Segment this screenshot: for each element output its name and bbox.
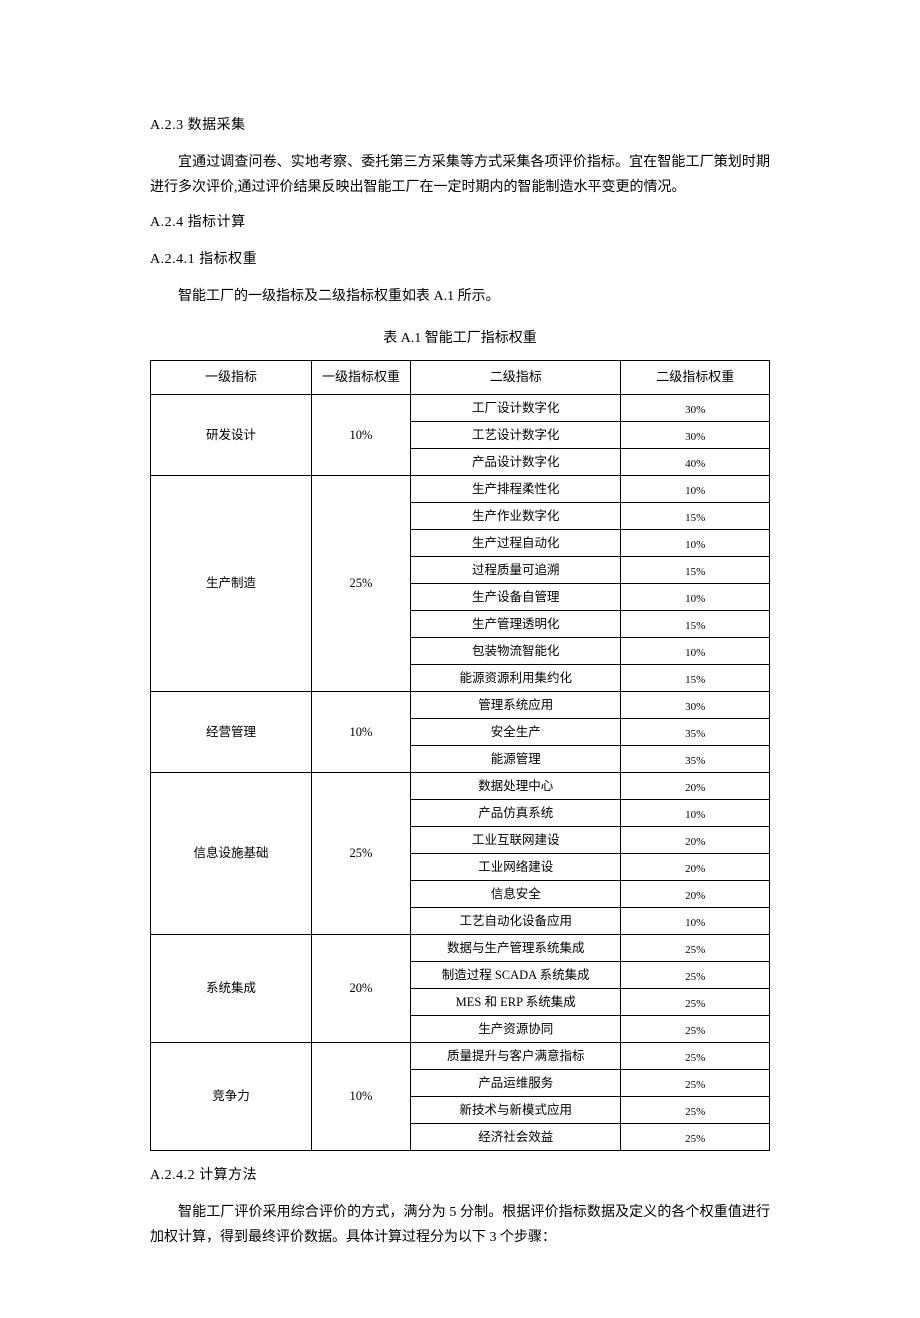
cell-level2-weight: 10% xyxy=(621,583,770,610)
heading-a24: A.2.4 指标计算 xyxy=(150,212,770,234)
cell-level2-weight: 30% xyxy=(621,691,770,718)
cell-level2-name: 工艺设计数字化 xyxy=(410,421,620,448)
cell-level2-name: 数据处理中心 xyxy=(410,772,620,799)
cell-level2-name: 质量提升与客户满意指标 xyxy=(410,1042,620,1069)
cell-level1-weight: 25% xyxy=(311,475,410,691)
cell-level2-weight: 10% xyxy=(621,637,770,664)
table-row: 系统集成20%数据与生产管理系统集成25% xyxy=(151,934,770,961)
cell-level2-name: 能源管理 xyxy=(410,745,620,772)
cell-level1-name: 经营管理 xyxy=(151,691,312,772)
cell-level1-weight: 10% xyxy=(311,691,410,772)
cell-level2-name: 管理系统应用 xyxy=(410,691,620,718)
cell-level2-name: 数据与生产管理系统集成 xyxy=(410,934,620,961)
cell-level2-weight: 25% xyxy=(621,1042,770,1069)
cell-level2-weight: 25% xyxy=(621,934,770,961)
weight-table: 一级指标 一级指标权重 二级指标 二级指标权重 研发设计10%工厂设计数字化30… xyxy=(150,360,770,1151)
th-level1-weight: 一级指标权重 xyxy=(311,361,410,395)
cell-level1-weight: 10% xyxy=(311,394,410,475)
cell-level2-weight: 20% xyxy=(621,826,770,853)
body-a241: 智能工厂的一级指标及二级指标权重如表 A.1 所示。 xyxy=(150,285,770,310)
cell-level2-name: 工业网络建设 xyxy=(410,853,620,880)
cell-level2-name: 信息安全 xyxy=(410,880,620,907)
cell-level2-weight: 35% xyxy=(621,718,770,745)
heading-a23: A.2.3 数据采集 xyxy=(150,115,770,137)
cell-level2-weight: 15% xyxy=(621,502,770,529)
cell-level2-name: 工业互联网建设 xyxy=(410,826,620,853)
cell-level2-name: 产品运维服务 xyxy=(410,1069,620,1096)
heading-a242: A.2.4.2 计算方法 xyxy=(150,1165,770,1187)
cell-level2-name: 工艺自动化设备应用 xyxy=(410,907,620,934)
table-row: 经营管理10%管理系统应用30% xyxy=(151,691,770,718)
cell-level2-name: 生产作业数字化 xyxy=(410,502,620,529)
cell-level2-name: 过程质量可追溯 xyxy=(410,556,620,583)
cell-level2-name: 产品设计数字化 xyxy=(410,448,620,475)
cell-level2-weight: 15% xyxy=(621,556,770,583)
cell-level1-name: 系统集成 xyxy=(151,934,312,1042)
cell-level2-name: 新技术与新模式应用 xyxy=(410,1096,620,1123)
cell-level2-name: 包装物流智能化 xyxy=(410,637,620,664)
cell-level1-name: 竞争力 xyxy=(151,1042,312,1150)
cell-level2-name: 生产资源协同 xyxy=(410,1015,620,1042)
cell-level2-weight: 15% xyxy=(621,664,770,691)
body-a242: 智能工厂评价采用综合评价的方式，满分为 5 分制。根据评价指标数据及定义的各个权… xyxy=(150,1201,770,1250)
cell-level2-weight: 10% xyxy=(621,475,770,502)
cell-level1-weight: 10% xyxy=(311,1042,410,1150)
cell-level2-weight: 20% xyxy=(621,772,770,799)
th-level2-weight: 二级指标权重 xyxy=(621,361,770,395)
cell-level2-name: 生产排程柔性化 xyxy=(410,475,620,502)
table-row: 研发设计10%工厂设计数字化30% xyxy=(151,394,770,421)
cell-level2-weight: 20% xyxy=(621,853,770,880)
cell-level2-weight: 30% xyxy=(621,421,770,448)
cell-level2-weight: 40% xyxy=(621,448,770,475)
heading-a241: A.2.4.1 指标权重 xyxy=(150,249,770,271)
cell-level2-weight: 25% xyxy=(621,1096,770,1123)
cell-level2-name: MES 和 ERP 系统集成 xyxy=(410,988,620,1015)
cell-level2-weight: 10% xyxy=(621,529,770,556)
table-row: 生产制造25%生产排程柔性化10% xyxy=(151,475,770,502)
table-caption: 表 A.1 智能工厂指标权重 xyxy=(150,328,770,350)
cell-level2-name: 经济社会效益 xyxy=(410,1123,620,1150)
cell-level2-name: 安全生产 xyxy=(410,718,620,745)
cell-level2-weight: 30% xyxy=(621,394,770,421)
cell-level2-weight: 10% xyxy=(621,799,770,826)
cell-level2-name: 制造过程 SCADA 系统集成 xyxy=(410,961,620,988)
cell-level1-weight: 25% xyxy=(311,772,410,934)
cell-level2-weight: 15% xyxy=(621,610,770,637)
cell-level2-weight: 25% xyxy=(621,1123,770,1150)
cell-level2-weight: 25% xyxy=(621,988,770,1015)
cell-level1-name: 信息设施基础 xyxy=(151,772,312,934)
cell-level2-weight: 35% xyxy=(621,745,770,772)
th-level1: 一级指标 xyxy=(151,361,312,395)
table-row: 竞争力10%质量提升与客户满意指标25% xyxy=(151,1042,770,1069)
cell-level2-name: 生产设备自管理 xyxy=(410,583,620,610)
body-a23: 宜通过调查问卷、实地考察、委托第三方采集等方式采集各项评价指标。宜在智能工厂策划… xyxy=(150,151,770,200)
cell-level2-weight: 25% xyxy=(621,1015,770,1042)
cell-level2-weight: 25% xyxy=(621,961,770,988)
cell-level2-name: 生产过程自动化 xyxy=(410,529,620,556)
cell-level2-weight: 25% xyxy=(621,1069,770,1096)
cell-level2-weight: 20% xyxy=(621,880,770,907)
cell-level2-weight: 10% xyxy=(621,907,770,934)
cell-level1-name: 研发设计 xyxy=(151,394,312,475)
cell-level1-name: 生产制造 xyxy=(151,475,312,691)
th-level2: 二级指标 xyxy=(410,361,620,395)
cell-level2-name: 能源资源利用集约化 xyxy=(410,664,620,691)
cell-level2-name: 产品仿真系统 xyxy=(410,799,620,826)
cell-level2-name: 工厂设计数字化 xyxy=(410,394,620,421)
table-row: 信息设施基础25%数据处理中心20% xyxy=(151,772,770,799)
table-header-row: 一级指标 一级指标权重 二级指标 二级指标权重 xyxy=(151,361,770,395)
cell-level1-weight: 20% xyxy=(311,934,410,1042)
cell-level2-name: 生产管理透明化 xyxy=(410,610,620,637)
